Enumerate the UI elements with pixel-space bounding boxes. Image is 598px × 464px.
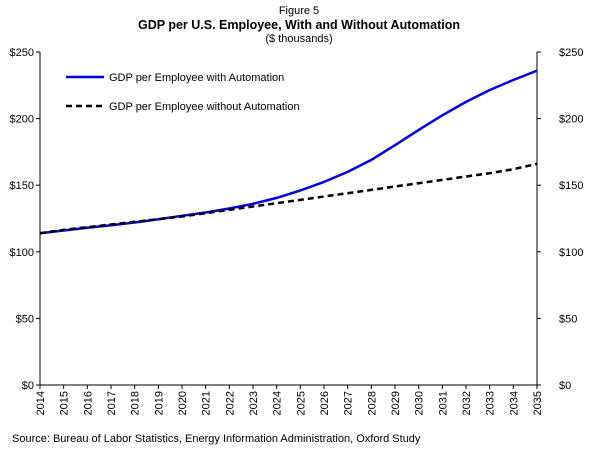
source-note: Source: Bureau of Labor Statistics, Ener… <box>12 433 421 445</box>
chart-title: GDP per U.S. Employee, With and Without … <box>137 18 460 32</box>
x-tick-label: 2022 <box>224 391 236 415</box>
series-line-with-automation <box>39 69 538 235</box>
y-tick-label-left: $100 <box>10 247 34 259</box>
chart-series <box>39 69 538 235</box>
x-tick-label: 2030 <box>414 391 426 415</box>
y-tick-label-right: $150 <box>559 180 583 192</box>
x-tick-label: 2027 <box>343 391 355 415</box>
y-tick-label-right: $250 <box>559 47 583 59</box>
x-tick-label: 2014 <box>35 391 47 415</box>
chart-titles: Figure 5 GDP per U.S. Employee, With and… <box>0 4 598 46</box>
x-tick-label: 2020 <box>177 391 189 415</box>
y-tick-label-left: $200 <box>10 114 34 126</box>
x-tick-label: 2035 <box>532 391 544 415</box>
x-tick-label: 2034 <box>508 391 520 415</box>
x-tick-label: 2024 <box>272 391 284 415</box>
y-tick-label-right: $200 <box>559 114 583 126</box>
x-tick-label: 2023 <box>248 391 260 415</box>
x-tick-label: 2017 <box>106 391 118 415</box>
chart-legend: GDP per Employee with Automation GDP per … <box>66 72 300 113</box>
y-tick-label-left: $0 <box>22 380 34 392</box>
y-tick-label-left: $250 <box>10 47 34 59</box>
legend-label: GDP per Employee without Automation <box>109 101 300 113</box>
figure-label: Figure 5 <box>278 5 320 17</box>
x-tick-label: 2019 <box>153 391 165 415</box>
y-tick-label-right: $0 <box>559 380 571 392</box>
legend-label: GDP per Employee with Automation <box>109 72 284 84</box>
x-tick-label: 2021 <box>201 391 213 415</box>
y-tick-label-right: $100 <box>559 247 583 259</box>
x-tick-label: 2029 <box>390 391 402 415</box>
y-tick-label-right: $50 <box>559 313 577 325</box>
x-tick-label: 2032 <box>461 391 473 415</box>
x-tick-label: 2025 <box>295 391 307 415</box>
series-line-without-automation <box>39 162 538 235</box>
x-tick-label: 2016 <box>82 391 94 415</box>
x-tick-label: 2028 <box>366 391 378 415</box>
x-tick-label: 2026 <box>319 391 331 415</box>
chart-subtitle: ($ thousands) <box>265 33 333 45</box>
chart-axes: $0 $0 $50 $50 $100 $100 $150 $150 $200 $200 $250 $2… <box>10 47 584 415</box>
x-tick-label: 2031 <box>437 391 449 415</box>
x-tick-label: 2015 <box>59 391 71 415</box>
x-tick-label: 2018 <box>130 391 142 415</box>
y-tick-label-left: $50 <box>16 313 34 325</box>
x-tick-label: 2033 <box>485 391 497 415</box>
y-tick-label-left: $150 <box>10 180 34 192</box>
